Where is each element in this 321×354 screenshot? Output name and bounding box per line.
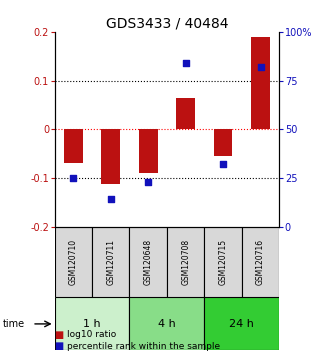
Text: GSM120716: GSM120716 [256,239,265,285]
Bar [129,227,167,297]
Point [183,60,188,66]
Text: time: time [3,319,25,329]
Text: GSM120711: GSM120711 [106,239,115,285]
Text: ■: ■ [55,341,64,351]
Text: GSM120710: GSM120710 [69,239,78,285]
Bar [55,297,129,350]
Bar [139,129,158,173]
Point [71,175,76,181]
Bar [55,227,92,297]
Bar [214,129,232,156]
Point [258,64,263,70]
Text: 4 h: 4 h [158,319,176,329]
Bar [64,129,83,163]
Text: 24 h: 24 h [230,319,254,329]
Text: GSM120648: GSM120648 [144,239,153,285]
Text: 1 h: 1 h [83,319,101,329]
Bar [92,227,129,297]
Text: ■: ■ [55,330,64,339]
Text: log10 ratio: log10 ratio [67,330,117,339]
Text: GSM120715: GSM120715 [219,239,228,285]
Point [108,196,113,202]
Point [146,179,151,184]
Bar [251,37,270,129]
Bar [204,297,279,350]
Bar [167,227,204,297]
Text: percentile rank within the sample: percentile rank within the sample [67,342,221,351]
Bar [176,98,195,129]
Bar [129,297,204,350]
Bar [204,227,242,297]
Title: GDS3433 / 40484: GDS3433 / 40484 [106,17,228,31]
Point [221,161,226,167]
Text: GSM120708: GSM120708 [181,239,190,285]
Bar [101,129,120,184]
Bar [242,227,279,297]
